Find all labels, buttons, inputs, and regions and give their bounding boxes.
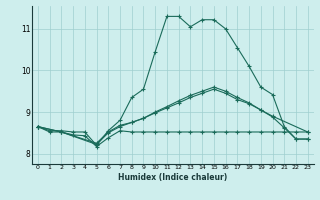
X-axis label: Humidex (Indice chaleur): Humidex (Indice chaleur) (118, 173, 228, 182)
